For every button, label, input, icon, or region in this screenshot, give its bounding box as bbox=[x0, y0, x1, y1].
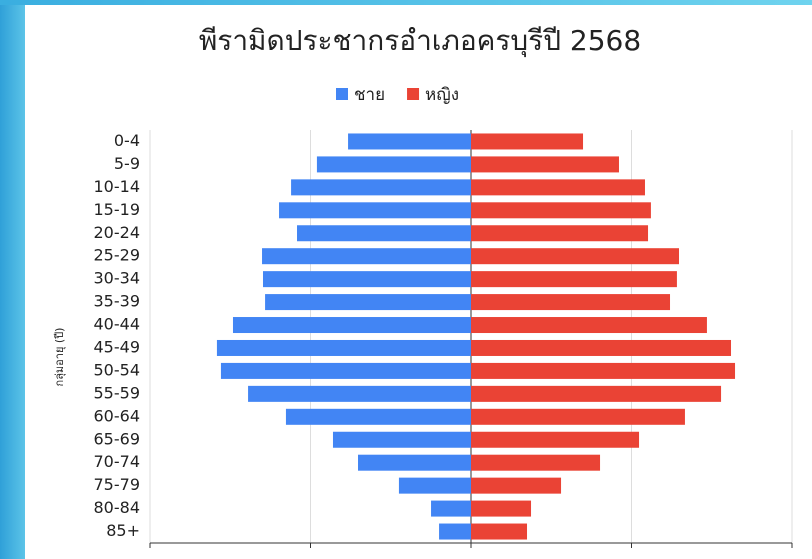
bar bbox=[297, 225, 471, 242]
bar bbox=[471, 294, 671, 311]
chart-title: พีรามิดประชากรอำเภอครบุรีปี 2568 bbox=[199, 24, 641, 58]
bar bbox=[232, 317, 471, 334]
bar bbox=[285, 408, 471, 425]
y-tick-label: 40-44 bbox=[94, 315, 141, 334]
bar bbox=[471, 477, 562, 494]
y-axis-label: กลุ่มอายุ (ปี) bbox=[53, 328, 66, 387]
legend-label: ชาย bbox=[354, 85, 385, 105]
y-tick-label: 75-79 bbox=[94, 475, 141, 494]
y-tick-label: 35-39 bbox=[94, 292, 141, 311]
y-tick-label: 65-69 bbox=[94, 429, 141, 448]
y-tick-label: 85+ bbox=[106, 521, 140, 540]
bar bbox=[471, 500, 532, 517]
bar bbox=[216, 339, 471, 356]
y-tick-label: 25-29 bbox=[94, 246, 141, 265]
bar bbox=[316, 156, 471, 173]
y-tick-label: 15-19 bbox=[94, 200, 141, 219]
bar bbox=[471, 362, 736, 379]
top-border bbox=[0, 0, 812, 5]
bar bbox=[471, 271, 677, 288]
y-tick-label: 60-64 bbox=[94, 406, 141, 425]
bar bbox=[348, 133, 471, 150]
bar bbox=[262, 248, 471, 265]
bar bbox=[332, 431, 471, 448]
y-tick-label: 55-59 bbox=[94, 383, 141, 402]
y-tick-label: 20-24 bbox=[94, 223, 141, 242]
bar bbox=[471, 339, 732, 356]
y-tick-label: 30-34 bbox=[94, 269, 141, 288]
bar bbox=[265, 294, 471, 311]
y-tick-label: 10-14 bbox=[94, 177, 141, 196]
bar bbox=[439, 523, 471, 540]
bar bbox=[471, 133, 584, 150]
bar bbox=[471, 225, 649, 242]
bar bbox=[358, 454, 471, 471]
legend-swatch bbox=[336, 88, 348, 100]
bar bbox=[471, 317, 707, 334]
y-tick-label: 5-9 bbox=[114, 154, 140, 173]
legend-swatch bbox=[407, 88, 420, 100]
bar bbox=[471, 202, 651, 219]
bar bbox=[471, 523, 528, 540]
bar bbox=[262, 271, 471, 288]
bar bbox=[471, 248, 680, 265]
bar bbox=[471, 408, 685, 425]
y-tick-label: 70-74 bbox=[94, 452, 141, 471]
legend-label: หญิง bbox=[425, 85, 459, 105]
bar bbox=[471, 431, 640, 448]
bar bbox=[471, 179, 645, 196]
bar bbox=[248, 385, 471, 402]
bar bbox=[279, 202, 471, 219]
y-tick-label: 50-54 bbox=[94, 360, 141, 379]
bar bbox=[431, 500, 471, 517]
bar bbox=[471, 385, 722, 402]
bar bbox=[471, 454, 601, 471]
bar bbox=[471, 156, 619, 173]
bar bbox=[220, 362, 471, 379]
y-tick-label: 45-49 bbox=[94, 337, 141, 356]
y-tick-label: 80-84 bbox=[94, 498, 141, 517]
bar bbox=[398, 477, 471, 494]
bar bbox=[291, 179, 471, 196]
y-tick-label: 0-4 bbox=[114, 131, 140, 150]
